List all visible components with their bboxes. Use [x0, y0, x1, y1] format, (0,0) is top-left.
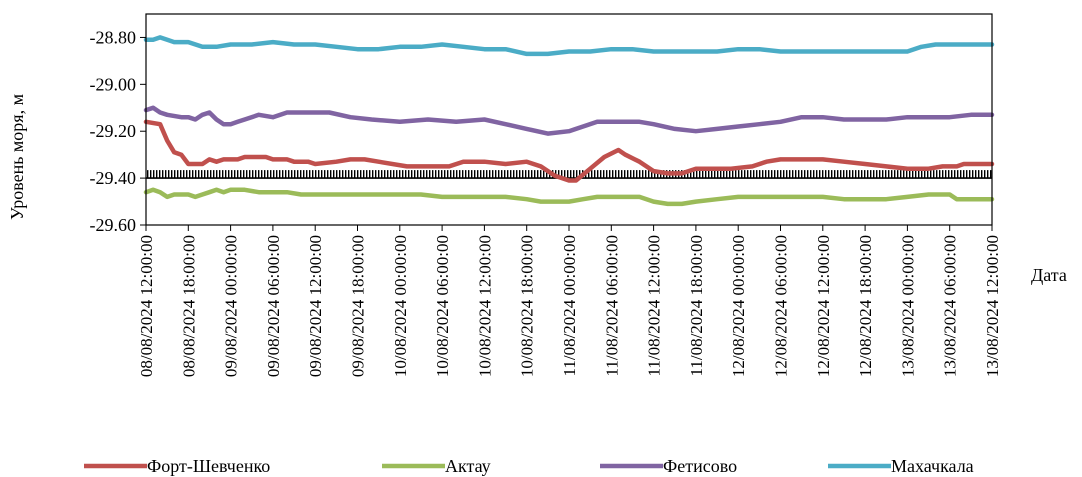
x-tick-label: 09/08/2024 00:00:00 — [222, 235, 241, 377]
legend-label: Форт-Шевченко — [147, 456, 270, 476]
x-tick-label: 11/08/2024 06:00:00 — [602, 235, 621, 377]
x-axis-label: Дата — [1031, 265, 1067, 285]
x-tick-label: 12/08/2024 12:00:00 — [814, 235, 833, 377]
legend-label: Махачкала — [891, 456, 974, 476]
x-tick-label: 13/08/2024 00:00:00 — [898, 235, 917, 377]
series-line-1 — [143, 119, 995, 183]
legend-label: Актау — [445, 456, 491, 476]
x-tick-label: 09/08/2024 18:00:00 — [349, 235, 368, 377]
x-tick-label: 11/08/2024 18:00:00 — [687, 235, 706, 377]
series-line-4 — [143, 35, 995, 57]
x-tick-label: 10/08/2024 06:00:00 — [433, 235, 452, 377]
legend-label: Фетисово — [663, 456, 737, 476]
x-tick-label: 09/08/2024 06:00:00 — [264, 235, 283, 377]
x-tick-label: 10/08/2024 18:00:00 — [518, 235, 537, 377]
x-tick-label: 11/08/2024 00:00:00 — [560, 235, 579, 377]
x-tick-label: 12/08/2024 06:00:00 — [772, 235, 791, 377]
reference-line-hatch — [146, 170, 992, 179]
legend: Форт-Шевченко Актау Фетисово Махачкала — [84, 456, 974, 476]
series-line-2 — [143, 187, 995, 207]
x-tick-label: 08/08/2024 18:00:00 — [179, 235, 198, 377]
y-tick-label: -29.00 — [90, 74, 137, 94]
x-tick-label: 10/08/2024 00:00:00 — [391, 235, 410, 377]
y-axis-label: Уровень моря, м — [7, 94, 27, 220]
x-tick-label: 12/08/2024 00:00:00 — [729, 235, 748, 377]
y-tick-label: -29.20 — [90, 121, 137, 141]
x-tick-label: 13/08/2024 12:00:00 — [983, 235, 1002, 377]
y-tick-label: -29.60 — [90, 215, 137, 235]
y-tick-label: -29.40 — [90, 168, 137, 188]
x-tick-label: 09/08/2024 12:00:00 — [306, 235, 325, 377]
x-tick-label: 11/08/2024 12:00:00 — [645, 235, 664, 377]
y-tick-label: -28.80 — [90, 27, 137, 47]
x-tick-label: 10/08/2024 12:00:00 — [475, 235, 494, 377]
x-tick-label: 08/08/2024 12:00:00 — [137, 235, 156, 377]
x-tick-label: 13/08/2024 06:00:00 — [941, 235, 960, 377]
series-line-3 — [143, 105, 995, 136]
x-tick-label: 12/08/2024 18:00:00 — [856, 235, 875, 377]
